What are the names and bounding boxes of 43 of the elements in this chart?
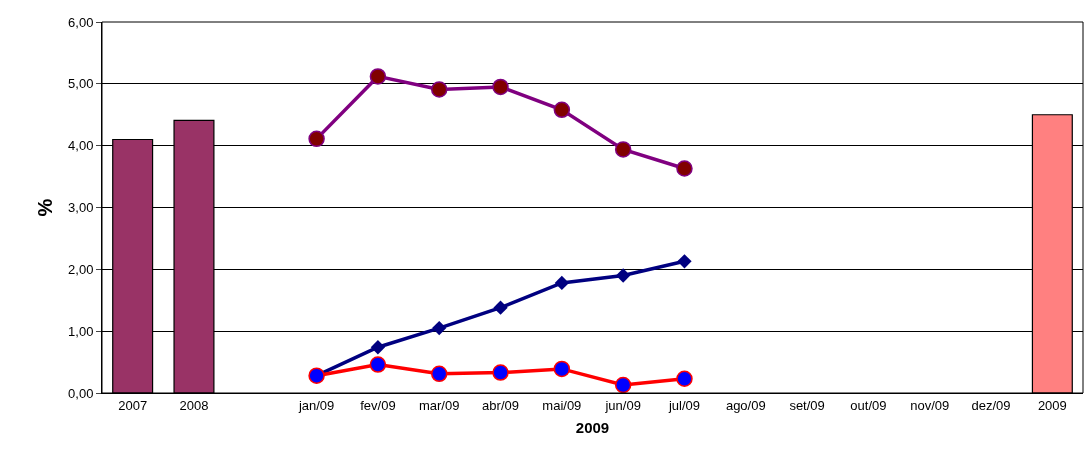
x-tick-label: jun/09 (604, 397, 641, 413)
x-tick-label: mai/09 (542, 397, 582, 413)
y-tick-label: 3,00 (68, 200, 94, 216)
x-tick-label: mar/09 (418, 397, 460, 413)
point (369, 68, 387, 85)
y-tick-label: 5,00 (68, 76, 94, 92)
point (430, 365, 448, 383)
point (614, 141, 632, 158)
point (493, 300, 508, 315)
point (369, 356, 387, 373)
x-tick-label: set/09 (789, 397, 825, 413)
point (616, 268, 631, 283)
point (492, 364, 509, 381)
point (676, 160, 693, 177)
x-tick-label: fev/09 (360, 397, 396, 413)
x-tick-label: 2009 (1037, 397, 1067, 413)
x-tick-label: 2008 (179, 397, 209, 413)
y-tick-label: 0,00 (68, 385, 94, 401)
point (614, 376, 632, 393)
x-tick-label: dez/09 (971, 397, 1011, 413)
point (676, 370, 693, 388)
x-tick-label: jul/09 (667, 397, 701, 413)
x-tick-label: abr/09 (482, 397, 519, 413)
x-tick-label: ago/09 (725, 397, 766, 413)
point (430, 81, 448, 98)
point (553, 360, 571, 378)
point (492, 78, 509, 96)
y-tick-label: 6,00 (68, 14, 94, 30)
x-tick-label: nov/09 (910, 397, 950, 413)
point (677, 254, 692, 269)
y-tick-label: 4,00 (68, 138, 94, 154)
point (554, 275, 569, 291)
y-axis-title: % (34, 198, 56, 217)
point (308, 130, 325, 148)
point (553, 101, 571, 119)
point (370, 340, 386, 355)
y-tick-label: 2,00 (68, 261, 94, 277)
x-tick-label: 2007 (118, 397, 148, 413)
x-tick-label: jan/09 (297, 397, 335, 413)
x-axis-title: 2009 (575, 418, 610, 436)
x-tick-label: out/09 (850, 397, 887, 413)
y-tick-label: 1,00 (68, 323, 94, 339)
point (432, 320, 447, 336)
